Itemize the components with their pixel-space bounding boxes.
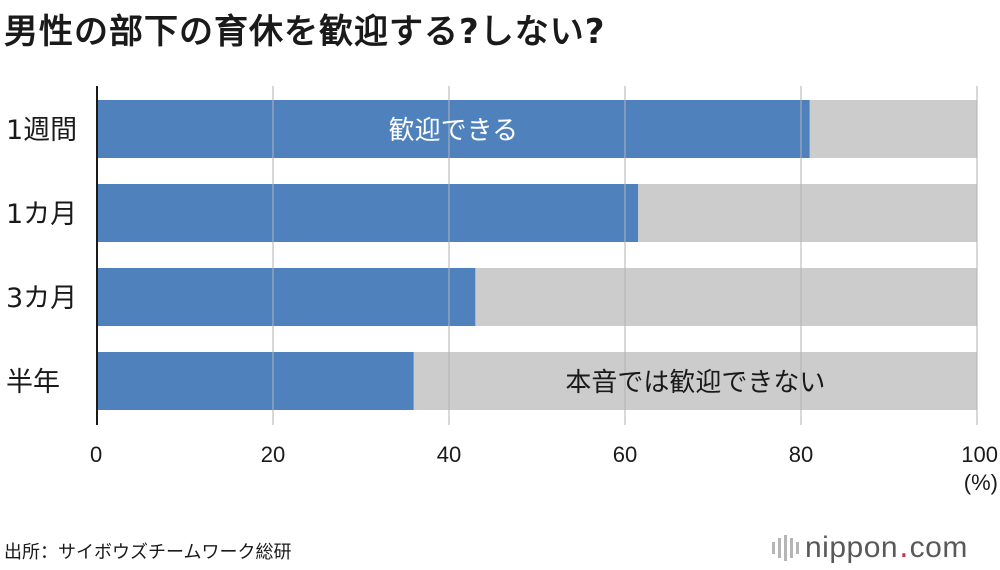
category-label: 半年	[6, 367, 60, 398]
x-tick-label: 20	[261, 442, 285, 467]
logo-bars-icon	[772, 534, 799, 561]
x-tick-label: 0	[90, 442, 102, 467]
logo-dot: .	[899, 530, 909, 565]
category-label: 3カ月	[6, 283, 77, 314]
x-axis-unit-label: (%)	[964, 470, 998, 495]
bar-not-welcome-2	[638, 184, 977, 242]
series-label-not-welcome: 本音では歓迎できない	[565, 368, 825, 398]
bar-welcome-1	[97, 100, 810, 158]
bar-welcome-2	[97, 184, 639, 242]
bar-welcome-4	[97, 352, 414, 410]
logo-name: nippon	[805, 530, 899, 564]
logo-suffix: com	[909, 530, 968, 564]
nippon-com-logo: nippon. com	[772, 530, 968, 565]
bar-not-welcome-3	[475, 268, 977, 326]
category-label: 1カ月	[6, 199, 77, 230]
bar-not-welcome-4	[413, 352, 977, 410]
chart-title: 男性の部下の育休を歓迎する?しない?	[4, 12, 606, 52]
bar-not-welcome-1	[809, 100, 977, 158]
x-tick-label: 60	[613, 442, 637, 467]
x-tick-label: 40	[437, 442, 461, 467]
category-label: 1週間	[6, 115, 77, 146]
source-note: 出所：サイボウズチームワーク総研	[4, 542, 292, 563]
bar-welcome-3	[97, 268, 476, 326]
x-tick-label: 80	[789, 442, 813, 467]
series-label-welcome: 歓迎できる	[389, 116, 518, 146]
x-tick-label: 100	[961, 442, 998, 467]
